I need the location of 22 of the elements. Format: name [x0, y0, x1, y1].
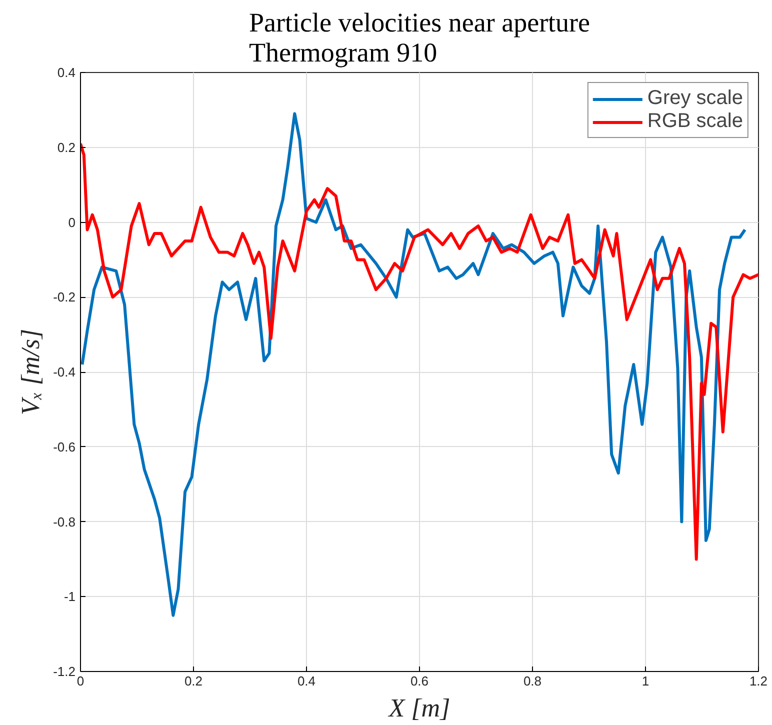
y-tick-label: -1 [64, 589, 76, 604]
line-series [80, 142, 758, 561]
x-tick-label: 0.6 [410, 674, 429, 688]
line-series [80, 112, 746, 617]
x-tick-label: 0.8 [523, 674, 542, 688]
y-tick-label: 0 [68, 214, 76, 230]
legend-label: Grey scale [647, 87, 743, 110]
x-tick-label: 0.2 [184, 674, 203, 688]
y-tick-label: -1.2 [53, 664, 76, 679]
y-tick-label: 0.4 [57, 65, 76, 80]
y-axis-title: Vₓ [m/s] [16, 328, 46, 416]
legend-label: RGB scale [647, 110, 743, 133]
y-tick-label: -0.6 [53, 439, 76, 454]
x-tick-label: 0.4 [297, 674, 316, 688]
y-tick-label: -0.4 [53, 364, 76, 380]
y-tick-label: -0.2 [53, 290, 76, 305]
x-axis-title: X [m] [388, 694, 450, 722]
y-tick-label: 0.2 [57, 140, 76, 155]
y-tick-label: -0.8 [53, 514, 76, 530]
x-tick-label: 1.2 [749, 674, 768, 688]
chart-title: Particle velocities near aperture Thermogram 910 [248, 8, 590, 68]
x-tick-label: 1 [642, 674, 650, 688]
